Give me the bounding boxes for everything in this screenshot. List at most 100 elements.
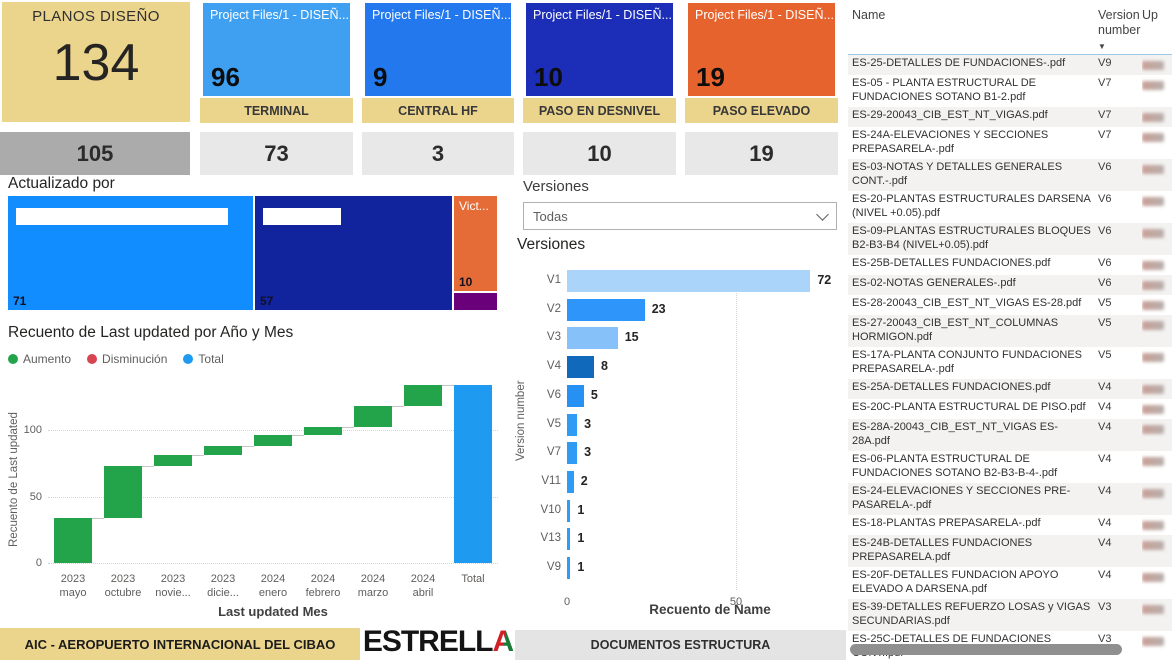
waterfall-bar-increase[interactable]: [54, 517, 92, 563]
waterfall-bar-increase[interactable]: [154, 455, 192, 466]
table-body: ES-25-DETALLES DE FUNDACIONES-.pdf V9 ES-0…: [848, 55, 1172, 660]
card-count-tile[interactable]: 19: [685, 132, 838, 175]
table-row[interactable]: ES-18-PLANTAS PREPASARELA-.pdf V4: [848, 515, 1172, 535]
planos-diseno-card[interactable]: PLANOS DISEÑO 134: [2, 2, 190, 122]
waterfall-connector: [292, 435, 304, 437]
document-name-cell: ES-24A-ELEVACIONES Y SECCIONES PREPASARE…: [852, 129, 1049, 155]
table-row[interactable]: ES-24-ELEVACIONES Y SECCIONES PRE-PASARE…: [848, 483, 1172, 515]
waterfall-bar-increase[interactable]: [354, 406, 392, 428]
table-row[interactable]: ES-28A-20043_CIB_EST_NT_VIGAS ES-28A.pdf…: [848, 419, 1172, 451]
bar-value-label: 5: [590, 387, 598, 402]
project-files-card[interactable]: Project Files/1 - DISEÑ... 19: [688, 3, 835, 96]
version-cell: V7: [1098, 109, 1112, 121]
bar-value-label: 1: [577, 531, 585, 546]
table-row[interactable]: ES-02-NOTAS GENERALES-.pdf V6: [848, 275, 1172, 295]
table-row[interactable]: ES-09-PLANTAS ESTRUCTURALES BLOQUES B2-B…: [848, 223, 1172, 255]
x-axis-category-label: 2023 mayo: [59, 573, 87, 599]
column-header-version[interactable]: Version number ▼: [1098, 8, 1142, 54]
table-row[interactable]: ES-39-DETALLES REFUERZO LOSAS y VIGAS SE…: [848, 599, 1172, 631]
versions-slicer-label: Versiones: [523, 178, 589, 195]
table-row[interactable]: ES-25B-DETALLES FUNDACIONES.pdf V6: [848, 255, 1172, 275]
treemap-segment[interactable]: 71: [8, 196, 253, 310]
total-documents-tile[interactable]: 105: [0, 132, 190, 175]
version-bar[interactable]: [567, 327, 618, 350]
waterfall-bar-increase[interactable]: [254, 435, 292, 446]
waterfall-bar-increase[interactable]: [104, 465, 142, 518]
updated-by-cell: [1142, 599, 1172, 619]
table-header-row: Name Version number ▼ Up: [848, 0, 1172, 55]
table-row[interactable]: ES-27-20043_CIB_EST_NT_COLUMNAS HORMIGON…: [848, 315, 1172, 347]
version-bar[interactable]: [567, 528, 571, 551]
version-bar[interactable]: [567, 413, 578, 436]
legend-label: Total: [198, 352, 224, 366]
table-row[interactable]: ES-20-PLANTAS ESTRUCTURALES DARSENA (NIV…: [848, 191, 1172, 223]
treemap-segment-label: Vict...: [459, 199, 489, 213]
waterfall-bar-increase[interactable]: [404, 384, 442, 407]
project-files-card[interactable]: Project Files/1 - DISEÑ... 10: [526, 3, 673, 96]
versions-slicer-dropdown[interactable]: Todas: [523, 202, 837, 230]
version-cell: V6: [1098, 193, 1112, 205]
column-header-name[interactable]: Name: [852, 8, 886, 22]
table-row[interactable]: ES-06-PLANTA ESTRUCTURAL DE FUNDACIONES …: [848, 451, 1172, 483]
x-axis-category-label: 2024 febrero: [305, 573, 341, 599]
versions-bar-chart: Version number Recuento de Name 0 50 V1 72 V…: [515, 236, 847, 626]
table-row[interactable]: ES-17A-PLANTA CONJUNTO FUNDACIONES PREPA…: [848, 347, 1172, 379]
card-count-tile[interactable]: 73: [200, 132, 353, 175]
version-cell: V4: [1098, 421, 1112, 433]
column-header-updated-by[interactable]: Up: [1142, 8, 1158, 22]
treemap-segment[interactable]: [454, 293, 497, 310]
version-cell: V6: [1098, 277, 1112, 289]
document-name-cell: ES-25A-DETALLES FUNDACIONES.pdf: [852, 381, 1051, 393]
table-row[interactable]: ES-29-20043_CIB_EST_NT_VIGAS.pdf V7: [848, 107, 1172, 127]
legend-item[interactable]: Disminución: [87, 352, 167, 366]
version-bar[interactable]: [567, 356, 595, 379]
waterfall-bar-increase[interactable]: [204, 445, 242, 456]
card-count-tile[interactable]: 10: [523, 132, 676, 175]
table-row[interactable]: ES-25A-DETALLES FUNDACIONES.pdf V4: [848, 379, 1172, 399]
updated-by-cell: [1142, 55, 1172, 75]
redacted-updated-by: [1142, 301, 1164, 310]
treemap-segment[interactable]: 57: [255, 196, 452, 310]
table-row[interactable]: ES-03-NOTAS Y DETALLES GENERALES CONT.-.…: [848, 159, 1172, 191]
waterfall-bar-increase[interactable]: [304, 427, 342, 436]
waterfall-connector: [392, 406, 404, 408]
waterfall-bar-total[interactable]: [454, 384, 492, 563]
table-row[interactable]: ES-05 - PLANTA ESTRUCTURAL DE FUNDACIONE…: [848, 75, 1172, 107]
table-row[interactable]: ES-28-20043_CIB_EST_NT_VIGAS ES-28.pdf V5: [848, 295, 1172, 315]
version-bar[interactable]: [567, 442, 578, 465]
legend-item[interactable]: Aumento: [8, 352, 71, 366]
table-row[interactable]: ES-25-DETALLES DE FUNDACIONES-.pdf V9: [848, 55, 1172, 75]
planos-card-title: PLANOS DISEÑO: [32, 8, 160, 25]
version-bar[interactable]: [567, 384, 584, 407]
card-category-band: CENTRAL HF: [362, 98, 514, 123]
version-bar[interactable]: [567, 557, 571, 579]
legend-item[interactable]: Total: [183, 352, 224, 366]
card-value: 19: [696, 62, 725, 92]
redacted-updated-by: [1142, 321, 1164, 330]
y-axis-tick: 0: [35, 557, 42, 569]
waterfall-connector: [142, 465, 154, 467]
bar-category-label: V6: [546, 388, 561, 401]
document-name-cell: ES-39-DETALLES REFUERZO LOSAS y VIGAS SE…: [852, 601, 1091, 627]
updated-by-cell: [1142, 515, 1172, 535]
card-category-band: PASO EN DESNIVEL: [523, 98, 676, 123]
version-bar[interactable]: [567, 270, 811, 292]
card-count-tile[interactable]: 3: [362, 132, 514, 175]
legend-dot-icon: [87, 354, 98, 364]
table-row[interactable]: ES-24B-DETALLES FUNDACIONES PREPASARELA.…: [848, 535, 1172, 567]
version-cell: V4: [1098, 381, 1112, 393]
project-files-card[interactable]: Project Files/1 - DISEÑ... 9: [365, 3, 511, 96]
table-row[interactable]: ES-24A-ELEVACIONES Y SECCIONES PREPASARE…: [848, 127, 1172, 159]
table-row[interactable]: ES-20F-DETALLES FUNDACION APOYO ELEVADO …: [848, 567, 1172, 599]
treemap-segment[interactable]: Vict... 10: [454, 196, 497, 291]
redacted-updated-by: [1142, 281, 1164, 290]
document-name-cell: ES-25B-DETALLES FUNDACIONES.pdf: [852, 257, 1051, 269]
version-bar[interactable]: [567, 298, 645, 321]
project-files-card[interactable]: Project Files/1 - DISEÑ... 96: [203, 3, 350, 96]
horizontal-scrollbar[interactable]: [850, 644, 1122, 655]
version-bar[interactable]: [567, 470, 574, 493]
document-name-cell: ES-20F-DETALLES FUNDACION APOYO ELEVADO …: [852, 569, 1059, 595]
table-row[interactable]: ES-20C-PLANTA ESTRUCTURAL DE PISO.pdf V4: [848, 399, 1172, 419]
document-name-cell: ES-17A-PLANTA CONJUNTO FUNDACIONES PREPA…: [852, 349, 1083, 375]
version-bar[interactable]: [567, 499, 571, 522]
